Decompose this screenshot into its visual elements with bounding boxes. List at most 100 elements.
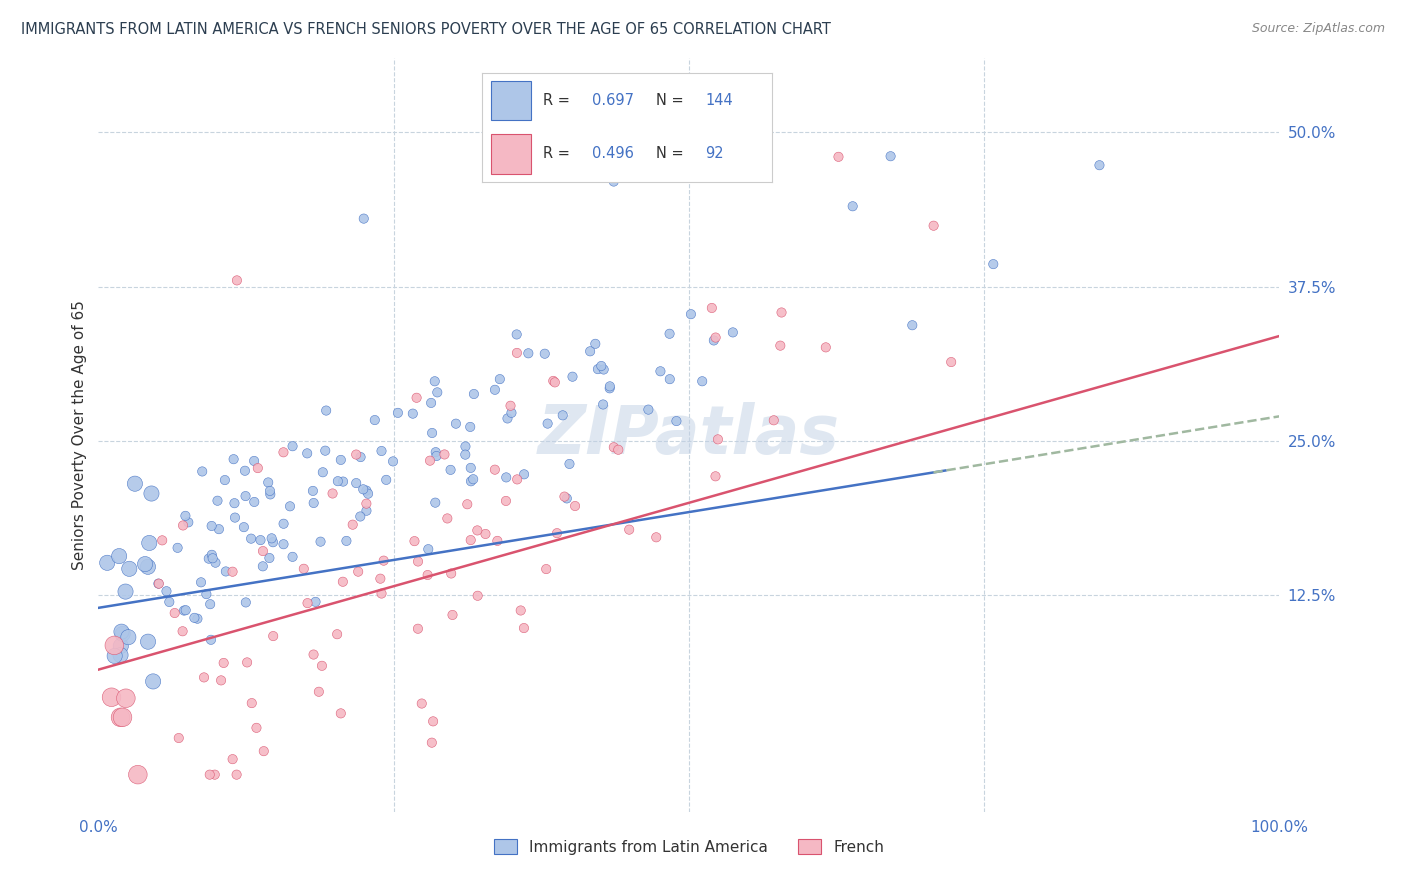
Point bbox=[440, 566, 463, 581]
Point bbox=[221, 752, 243, 766]
Point bbox=[326, 627, 349, 641]
Point bbox=[236, 656, 259, 670]
Point bbox=[110, 639, 132, 653]
Point bbox=[703, 334, 725, 348]
Point bbox=[134, 557, 156, 571]
Point bbox=[167, 731, 190, 745]
Point bbox=[259, 483, 281, 498]
Point bbox=[418, 542, 440, 557]
Point bbox=[534, 562, 557, 576]
Point bbox=[353, 211, 375, 226]
Point bbox=[111, 627, 134, 641]
Point bbox=[513, 467, 536, 482]
Point bbox=[273, 445, 295, 459]
Point bbox=[312, 465, 335, 479]
Point bbox=[138, 536, 160, 550]
Point bbox=[458, 420, 481, 434]
Point bbox=[603, 440, 626, 454]
Point bbox=[579, 344, 602, 359]
Point bbox=[308, 685, 330, 699]
Point bbox=[314, 443, 336, 458]
Point bbox=[259, 487, 281, 501]
Point bbox=[474, 527, 496, 541]
Point bbox=[544, 376, 567, 390]
Point bbox=[240, 696, 263, 710]
Point bbox=[444, 417, 467, 431]
Point bbox=[416, 568, 439, 582]
Point bbox=[762, 413, 785, 427]
Point bbox=[124, 476, 146, 491]
Point bbox=[344, 476, 367, 491]
Point bbox=[232, 520, 254, 534]
Point bbox=[561, 369, 583, 384]
Point bbox=[370, 444, 392, 458]
Point bbox=[650, 364, 672, 378]
Point bbox=[186, 612, 208, 626]
Point bbox=[426, 385, 449, 400]
Point bbox=[240, 532, 263, 546]
Point bbox=[103, 639, 125, 653]
Point bbox=[249, 533, 271, 547]
Text: ZIPatlas: ZIPatlas bbox=[538, 402, 839, 467]
Point bbox=[436, 511, 458, 525]
Point bbox=[344, 448, 367, 462]
Point bbox=[425, 496, 447, 510]
Point bbox=[349, 509, 371, 524]
Point bbox=[495, 470, 517, 484]
Point bbox=[117, 630, 139, 644]
Point bbox=[645, 530, 668, 544]
Point bbox=[1088, 158, 1111, 172]
Point bbox=[214, 473, 236, 487]
Point bbox=[347, 565, 370, 579]
Point bbox=[406, 554, 429, 568]
Point bbox=[555, 491, 578, 506]
Point bbox=[278, 500, 301, 514]
Point bbox=[658, 372, 681, 386]
Point bbox=[222, 452, 245, 467]
Point bbox=[546, 526, 568, 541]
Point bbox=[411, 697, 433, 711]
Point bbox=[332, 574, 354, 589]
Point bbox=[235, 595, 257, 609]
Point bbox=[420, 736, 443, 750]
Point bbox=[352, 483, 374, 497]
Point bbox=[245, 721, 267, 735]
Point bbox=[198, 597, 221, 611]
Point bbox=[252, 544, 274, 558]
Point bbox=[172, 518, 194, 533]
Point bbox=[273, 516, 295, 531]
Point bbox=[607, 442, 630, 457]
Point bbox=[619, 523, 641, 537]
Point bbox=[304, 595, 326, 609]
Point bbox=[599, 379, 621, 393]
Point bbox=[425, 449, 447, 463]
Point bbox=[224, 510, 246, 524]
Point bbox=[233, 464, 256, 478]
Point bbox=[172, 624, 194, 639]
Point bbox=[114, 584, 136, 599]
Point bbox=[583, 336, 606, 351]
Point bbox=[558, 457, 581, 471]
Point bbox=[281, 549, 304, 564]
Point bbox=[259, 551, 281, 566]
Point bbox=[273, 537, 295, 551]
Point bbox=[193, 670, 215, 684]
Point bbox=[315, 403, 337, 417]
Point bbox=[454, 448, 477, 462]
Point bbox=[460, 533, 482, 547]
Legend: Immigrants from Latin America, French: Immigrants from Latin America, French bbox=[488, 832, 890, 861]
Point bbox=[136, 559, 159, 574]
Point bbox=[104, 648, 127, 663]
Point bbox=[100, 690, 122, 705]
Point bbox=[262, 535, 284, 549]
Point bbox=[422, 714, 444, 729]
Point bbox=[200, 632, 222, 647]
Point bbox=[513, 621, 536, 635]
Point bbox=[209, 673, 232, 688]
Point bbox=[302, 496, 325, 510]
Point bbox=[208, 522, 231, 536]
Point bbox=[901, 318, 924, 333]
Point bbox=[224, 496, 246, 510]
Point bbox=[690, 374, 713, 388]
Point bbox=[177, 516, 200, 530]
